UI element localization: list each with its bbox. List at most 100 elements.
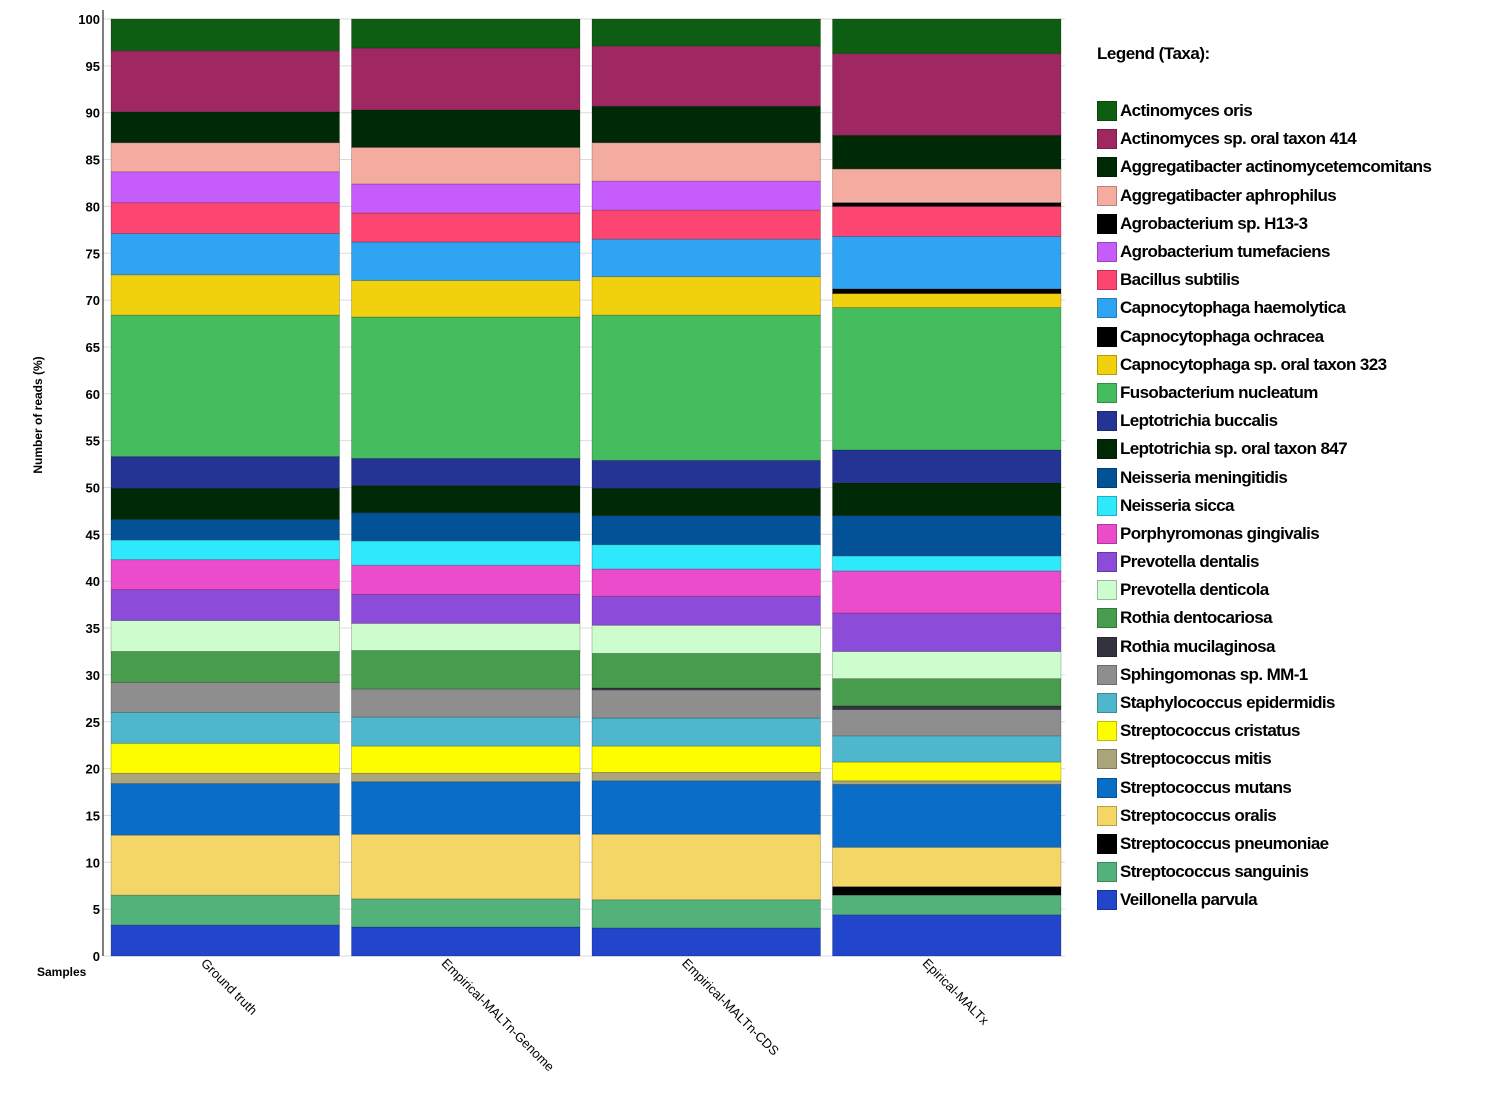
x-tick-label: Ground truth — [198, 956, 260, 1018]
bar-segment — [110, 314, 340, 457]
legend-swatch — [1097, 298, 1117, 319]
bar-segment — [591, 568, 821, 597]
bar-segment — [832, 202, 1062, 207]
bar-segment — [110, 18, 340, 52]
legend-item: Aggregatibacter aphrophilus — [1097, 182, 1431, 210]
legend-label: Streptococcus sanguinis — [1120, 862, 1309, 882]
legend-label: Bacillus subtilis — [1120, 270, 1240, 290]
bar-segment — [110, 783, 340, 836]
legend-label: Streptococcus mitis — [1120, 749, 1272, 769]
bar-segment — [351, 146, 581, 185]
legend-item: Veillonella parvula — [1097, 886, 1431, 914]
bar-segment — [832, 307, 1062, 451]
bar-segment — [351, 109, 581, 148]
y-tick-label: 45 — [86, 527, 100, 542]
legend-label: Porphyromonas gingivalis — [1120, 523, 1320, 543]
y-tick-label: 70 — [86, 293, 100, 308]
bar-segment — [351, 485, 581, 514]
bar-segment — [351, 183, 581, 214]
legend-swatch — [1097, 833, 1117, 854]
bar-segment — [110, 711, 340, 744]
legend-item: Leptotrichia sp. oral taxon 847 — [1097, 435, 1431, 463]
y-tick-label: 30 — [86, 668, 100, 683]
legend-label: Veillonella parvula — [1120, 890, 1258, 910]
legend-item: Sphingomonas sp. MM-1 — [1097, 661, 1431, 689]
legend: Legend (Taxa): Actinomyces oris Actinomyc… — [1097, 44, 1432, 914]
legend-item: Capnocytophaga haemolytica — [1097, 294, 1431, 322]
bar-segment — [110, 589, 340, 621]
legend-item: Rothia mucilaginosa — [1097, 633, 1431, 661]
bar-segment — [351, 688, 581, 718]
legend-item: Streptococcus pneumoniae — [1097, 830, 1431, 858]
legend-label: Rothia dentocariosa — [1120, 608, 1273, 628]
legend-label: Actinomyces sp. oral taxon 414 — [1120, 129, 1357, 149]
y-tick-label: 95 — [86, 59, 100, 74]
bar-segment — [832, 761, 1062, 782]
bar-stack — [832, 18, 1062, 957]
bar-segment — [351, 622, 581, 651]
x-tick-label: Empirical-MALTn-Genome — [439, 956, 558, 1075]
bar-segment — [110, 559, 340, 591]
bar-segment — [832, 515, 1062, 557]
y-tick-label: 50 — [86, 481, 100, 496]
legend-swatch — [1097, 354, 1117, 375]
legend-swatch — [1097, 242, 1117, 263]
bar-segment — [351, 898, 581, 928]
bar-segment — [110, 456, 340, 489]
bars — [110, 18, 1062, 957]
y-tick-labels: 0 5 10 15 20 25 30 35 40 45 50 55 60 65 70 75 80 85 90 95 10… — [78, 12, 100, 964]
bar-segment — [832, 784, 1062, 848]
legend-label: Streptococcus cristatus — [1120, 721, 1300, 741]
bar-segment — [351, 772, 581, 783]
y-tick-label: 0 — [93, 949, 100, 964]
legend-label: Staphylococcus epidermidis — [1120, 693, 1336, 713]
bar-segment — [110, 142, 340, 173]
bar-segment — [351, 593, 581, 624]
legend-item: Prevotella dentalis — [1097, 548, 1431, 576]
legend-swatch — [1097, 749, 1117, 770]
legend-swatch — [1097, 213, 1117, 234]
bar-segment — [110, 681, 340, 713]
legend-label: Actinomyces oris — [1120, 101, 1253, 121]
bar-segment — [832, 449, 1062, 484]
bar-segment — [832, 886, 1062, 896]
legend-swatch — [1097, 580, 1117, 601]
legend-title: Legend (Taxa): — [1097, 44, 1210, 63]
bar-segment — [110, 742, 340, 774]
legend-label: Agrobacterium sp. H13-3 — [1120, 213, 1308, 233]
y-tick-label: 5 — [93, 902, 100, 917]
legend-label: Aggregatibacter actinomycetemcomitans — [1120, 157, 1432, 177]
legend-swatch — [1097, 890, 1117, 911]
y-tick-label: 20 — [86, 762, 100, 777]
bar-segment — [832, 705, 1062, 710]
legend-label: Rothia mucilaginosa — [1120, 636, 1275, 656]
legend-item: Neisseria sicca — [1097, 492, 1431, 520]
legend-swatch — [1097, 552, 1117, 573]
legend-label: Neisseria meningitidis — [1120, 467, 1288, 487]
legend-swatch — [1097, 495, 1117, 516]
bar-segment — [110, 50, 340, 113]
legend-item: Agrobacterium tumefaciens — [1097, 238, 1431, 266]
bar-segment — [351, 833, 581, 900]
bar-segment — [591, 238, 821, 278]
bar-segment — [591, 899, 821, 929]
bar-segment — [591, 314, 821, 461]
bar-segment — [110, 651, 340, 683]
legend-item: Neisseria meningitidis — [1097, 463, 1431, 491]
bar-segment — [832, 678, 1062, 707]
legend-label: Sphingomonas sp. MM-1 — [1120, 664, 1308, 684]
bar-segment — [110, 518, 340, 541]
legend-swatch — [1097, 693, 1117, 714]
bar-segment — [110, 539, 340, 561]
x-tick-labels: Ground truth Empirical-MALTn-Genome Empiri… — [198, 956, 992, 1075]
bar-segment — [591, 717, 821, 747]
bar-segment — [351, 212, 581, 243]
bar-segment — [110, 834, 340, 896]
bar-segment — [110, 171, 340, 204]
legend-item: Streptococcus mutans — [1097, 774, 1431, 802]
bar-segment — [351, 926, 581, 957]
legend-swatch — [1097, 777, 1117, 798]
legend-item: Capnocytophaga sp. oral taxon 323 — [1097, 351, 1431, 379]
bar-segment — [110, 111, 340, 144]
